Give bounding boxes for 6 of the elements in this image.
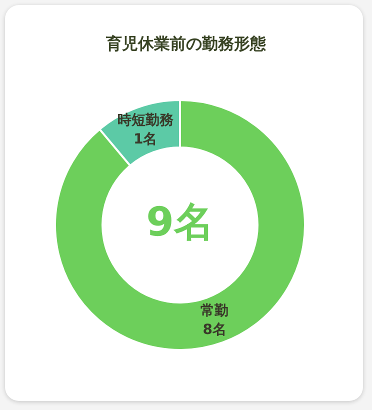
slice-label: 常勤 [200, 302, 229, 319]
data-label: 1名 [133, 131, 158, 148]
text: 9名 [146, 199, 214, 246]
data-label: 8名 [202, 322, 227, 338]
chart-title: 育児休業前の勤務形態 [105, 34, 267, 55]
slice-label: 時短勤務 [117, 112, 174, 128]
